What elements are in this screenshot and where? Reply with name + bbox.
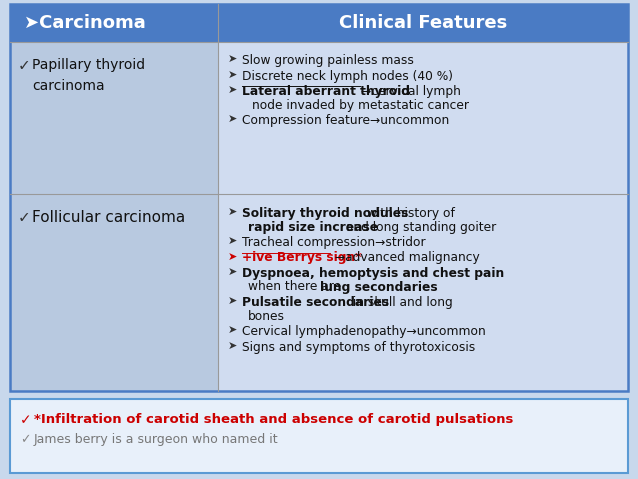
Text: ➤: ➤: [228, 54, 237, 64]
Text: ✓: ✓: [20, 413, 32, 427]
Text: ➤Carcinoma: ➤Carcinoma: [24, 14, 145, 32]
Text: ➤: ➤: [228, 236, 237, 246]
Text: ➤: ➤: [228, 114, 237, 124]
Text: when there are: when there are: [248, 281, 345, 294]
Text: bones: bones: [248, 309, 285, 322]
Text: ✓: ✓: [20, 433, 31, 446]
Text: Tracheal compression→stridor: Tracheal compression→stridor: [242, 236, 426, 249]
Bar: [218, 194, 628, 391]
Text: →advanced malignancy: →advanced malignancy: [331, 251, 480, 264]
Text: lung secondaries: lung secondaries: [320, 281, 438, 294]
Text: Solitary thyroid nodules: Solitary thyroid nodules: [242, 207, 408, 220]
Polygon shape: [10, 4, 628, 42]
Text: node invaded by metastatic cancer: node invaded by metastatic cancer: [252, 99, 469, 112]
Text: Compression feature→uncommon: Compression feature→uncommon: [242, 114, 449, 127]
Text: ➤: ➤: [228, 85, 237, 95]
Text: Clinical Features: Clinical Features: [339, 14, 507, 32]
Bar: [10, 399, 628, 473]
Text: in skull and long: in skull and long: [349, 296, 453, 309]
Text: Follicular carcinoma: Follicular carcinoma: [32, 210, 185, 225]
Text: Cervical lymphadenopathy→uncommon: Cervical lymphadenopathy→uncommon: [242, 325, 486, 338]
Text: ➤: ➤: [228, 296, 237, 306]
Text: ✓: ✓: [18, 58, 31, 73]
Bar: [218, 42, 628, 194]
Text: Lateral aberrant thyroid: Lateral aberrant thyroid: [242, 85, 410, 98]
Bar: [10, 42, 218, 194]
Text: rapid size increase: rapid size increase: [248, 220, 378, 233]
Text: *Infiltration of carotid sheath and absence of carotid pulsations: *Infiltration of carotid sheath and abse…: [34, 413, 514, 426]
Text: Signs and symptoms of thyrotoxicosis: Signs and symptoms of thyrotoxicosis: [242, 341, 475, 354]
Text: Papillary thyroid
carcinoma: Papillary thyroid carcinoma: [32, 58, 145, 92]
Text: Pulsatile secondaries: Pulsatile secondaries: [242, 296, 389, 309]
Text: ➤: ➤: [228, 207, 237, 217]
Text: Dyspnoea, hemoptysis and chest pain: Dyspnoea, hemoptysis and chest pain: [242, 267, 504, 280]
Text: Slow growing painless mass: Slow growing painless mass: [242, 54, 414, 67]
Text: +ive Berrys sign*: +ive Berrys sign*: [242, 251, 362, 264]
Text: Discrete neck lymph nodes (40 %): Discrete neck lymph nodes (40 %): [242, 69, 453, 82]
Text: ➤: ➤: [228, 325, 237, 335]
Text: and long standing goiter: and long standing goiter: [342, 220, 496, 233]
Text: with history of: with history of: [363, 207, 455, 220]
Text: ➤: ➤: [228, 341, 237, 351]
Text: ➤: ➤: [228, 251, 237, 262]
Bar: [10, 194, 218, 391]
Text: →cervical lymph: →cervical lymph: [361, 85, 461, 98]
Text: ➤: ➤: [228, 69, 237, 80]
Text: ➤: ➤: [228, 267, 237, 277]
Bar: [10, 4, 628, 391]
Text: James berry is a surgeon who named it: James berry is a surgeon who named it: [34, 433, 279, 446]
Text: ✓: ✓: [18, 210, 31, 225]
